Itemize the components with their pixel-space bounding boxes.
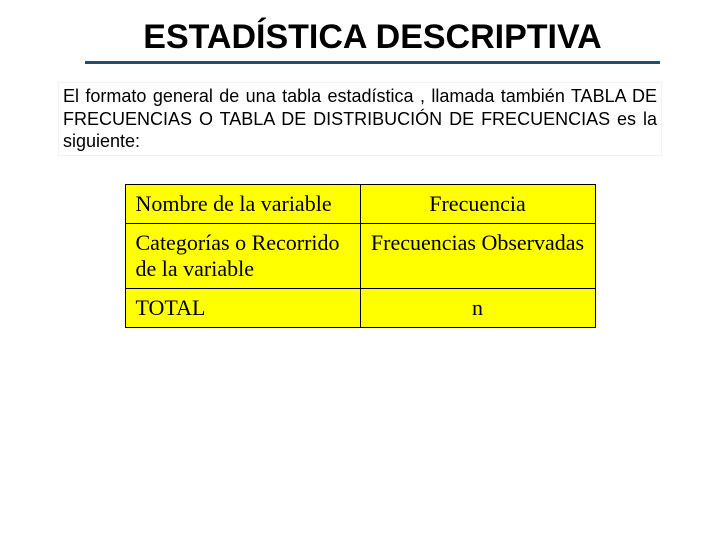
- cell-categories-label: Categorías o Recorrido de la variable: [125, 223, 360, 288]
- cell-frequency-label: Frecuencia: [360, 184, 595, 223]
- cell-total-label: TOTAL: [125, 288, 360, 327]
- slide: ESTADÍSTICA DESCRIPTIVA El formato gener…: [0, 0, 720, 540]
- title-underline: [85, 61, 660, 64]
- frequency-table: Nombre de la variable Frecuencia Categor…: [125, 184, 596, 328]
- intro-paragraph: El formato general de una tabla estadíst…: [58, 82, 662, 156]
- table-row: Nombre de la variable Frecuencia: [125, 184, 595, 223]
- page-title: ESTADÍSTICA DESCRIPTIVA: [85, 18, 660, 57]
- cell-observed-freq-label: Frecuencias Observadas: [360, 223, 595, 288]
- cell-variable-name-label: Nombre de la variable: [125, 184, 360, 223]
- cell-n-label: n: [360, 288, 595, 327]
- table-row: Categorías o Recorrido de la variable Fr…: [125, 223, 595, 288]
- table-row: TOTAL n: [125, 288, 595, 327]
